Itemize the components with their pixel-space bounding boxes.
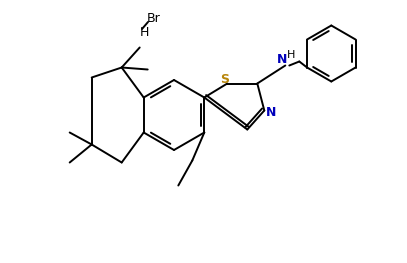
Text: Br: Br: [147, 13, 161, 26]
Text: H: H: [140, 26, 149, 38]
Text: N: N: [277, 53, 287, 66]
Text: S: S: [220, 73, 229, 86]
Text: N: N: [266, 106, 276, 119]
Text: H: H: [287, 50, 295, 60]
